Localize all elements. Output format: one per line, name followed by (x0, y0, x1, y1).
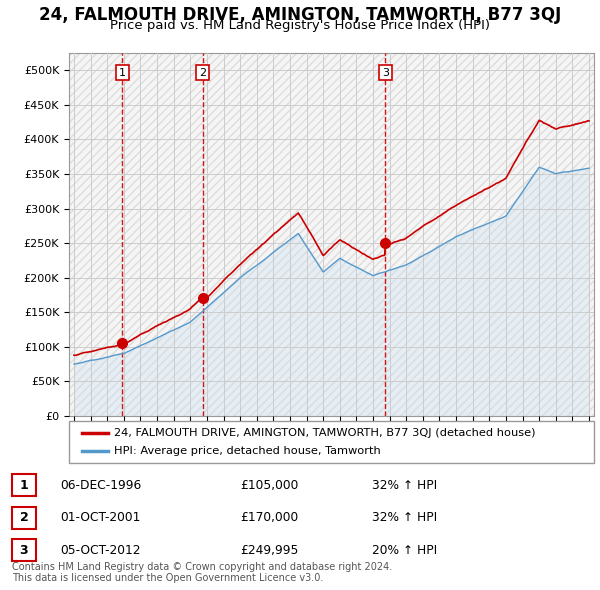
Text: 24, FALMOUTH DRIVE, AMINGTON, TAMWORTH, B77 3QJ (detached house): 24, FALMOUTH DRIVE, AMINGTON, TAMWORTH, … (113, 428, 535, 438)
Text: 3: 3 (20, 543, 28, 557)
Text: 1: 1 (20, 478, 28, 492)
Text: 05-OCT-2012: 05-OCT-2012 (60, 543, 140, 557)
Text: HPI: Average price, detached house, Tamworth: HPI: Average price, detached house, Tamw… (113, 446, 380, 456)
Text: 3: 3 (382, 68, 389, 78)
Text: 32% ↑ HPI: 32% ↑ HPI (372, 478, 437, 492)
Text: 2: 2 (199, 68, 206, 78)
Text: £105,000: £105,000 (240, 478, 298, 492)
Text: 01-OCT-2001: 01-OCT-2001 (60, 511, 140, 525)
Text: 06-DEC-1996: 06-DEC-1996 (60, 478, 141, 492)
Text: Contains HM Land Registry data © Crown copyright and database right 2024.
This d: Contains HM Land Registry data © Crown c… (12, 562, 392, 584)
Text: 1: 1 (119, 68, 126, 78)
Text: 20% ↑ HPI: 20% ↑ HPI (372, 543, 437, 557)
Text: Price paid vs. HM Land Registry's House Price Index (HPI): Price paid vs. HM Land Registry's House … (110, 19, 490, 32)
Text: 24, FALMOUTH DRIVE, AMINGTON, TAMWORTH, B77 3QJ: 24, FALMOUTH DRIVE, AMINGTON, TAMWORTH, … (39, 6, 561, 24)
Text: £249,995: £249,995 (240, 543, 298, 557)
Text: 2: 2 (20, 511, 28, 525)
Text: £170,000: £170,000 (240, 511, 298, 525)
Text: 32% ↑ HPI: 32% ↑ HPI (372, 511, 437, 525)
